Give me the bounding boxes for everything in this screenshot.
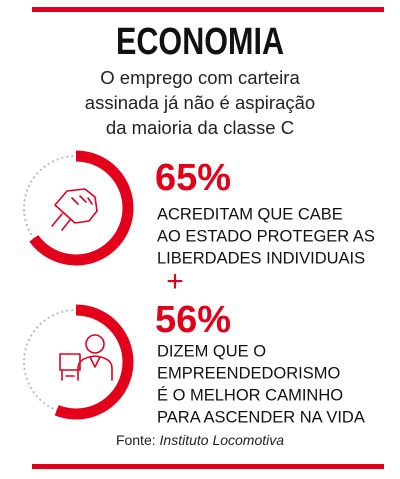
subtitle-line: da maioria da classe C: [106, 117, 294, 138]
stat-text: AO ESTADO PROTEGER AS: [157, 227, 375, 245]
stat-text: DIZEM QUE O: [157, 342, 266, 360]
subtitle-line: O emprego com carteira: [100, 67, 300, 88]
plus-sign: +: [166, 265, 184, 298]
source-label: Fonte:: [116, 432, 156, 448]
ring-arc: [18, 150, 134, 266]
stat-text: ACREDITAM QUE CABE: [157, 205, 343, 223]
stat-text: PARA ASCENDER NA VIDA: [157, 408, 365, 426]
stat-value: 56%: [155, 299, 231, 341]
stats: 65% ACREDITAM QUE CABE AO ESTADO PROTEGER …: [155, 157, 375, 426]
title: ECONOMIA: [116, 21, 284, 63]
stat-text: LIBERDADES INDIVIDUAIS: [157, 249, 365, 267]
source-name: Instituto Locomotiva: [160, 432, 285, 448]
ring-arc: [18, 304, 134, 420]
fist-icon: [51, 188, 98, 231]
stat-value: 65%: [155, 157, 231, 199]
bottom-rule: [32, 464, 384, 469]
top-rule: [32, 7, 384, 12]
person-icon: [59, 334, 113, 381]
subtitle-line: assinada já não é aspiração: [85, 92, 315, 113]
source: Fonte: Instituto Locomotiva: [116, 432, 284, 448]
stat-text: É O MELHOR CAMINHO: [157, 385, 343, 404]
stat-text: EMPREENDEDORISMO: [157, 364, 341, 382]
rings: [18, 150, 134, 420]
